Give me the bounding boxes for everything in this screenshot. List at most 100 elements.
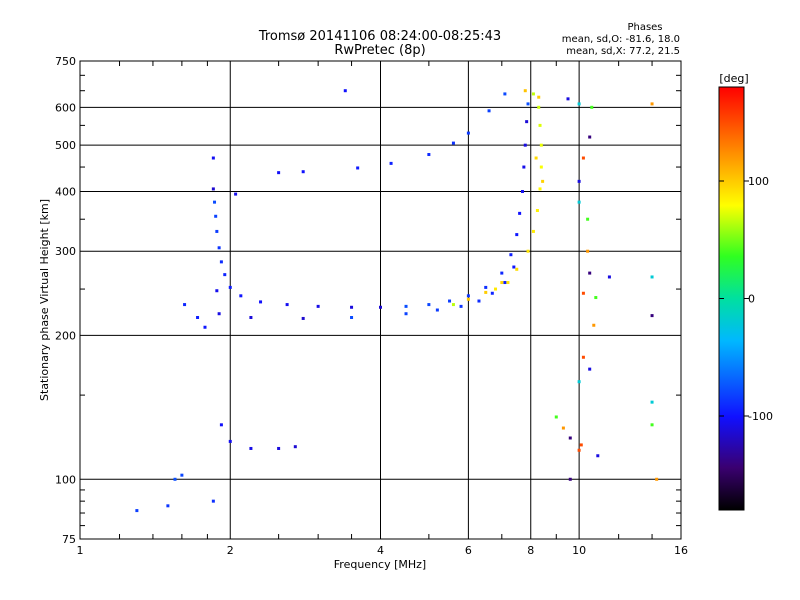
- echo-point: [538, 187, 542, 191]
- y-tick-label: 400: [55, 185, 76, 198]
- echo-point: [213, 200, 217, 204]
- echo-point: [539, 143, 543, 147]
- echo-point: [234, 192, 238, 196]
- echo-point: [586, 217, 590, 221]
- echo-point: [526, 102, 530, 106]
- plot-frame: [79, 60, 682, 540]
- echo-point: [581, 156, 585, 160]
- echo-point: [183, 303, 187, 307]
- echo-point: [301, 316, 305, 320]
- echo-point: [484, 285, 488, 289]
- echo-point: [607, 275, 611, 279]
- echo-point: [203, 325, 207, 329]
- echo-point: [590, 105, 594, 109]
- echo-point: [522, 165, 526, 169]
- echo-point: [219, 423, 223, 427]
- echo-point: [581, 291, 585, 295]
- echo-point: [343, 89, 347, 93]
- echo-point: [249, 315, 253, 319]
- echo-point: [214, 214, 218, 218]
- echo-point: [196, 315, 200, 319]
- echo-point: [509, 253, 513, 257]
- chart-subtitle: RwPretec (8p): [334, 43, 425, 58]
- y-tick-label: 500: [55, 139, 76, 152]
- echo-point: [477, 299, 481, 303]
- colorbar-tick-label: 100: [748, 175, 769, 188]
- echo-point: [350, 305, 354, 309]
- echo-point: [451, 303, 455, 307]
- x-tick-label: 2: [227, 544, 234, 557]
- y-tick-label: 300: [55, 245, 76, 258]
- echo-point: [239, 294, 243, 298]
- echo-point: [596, 454, 600, 458]
- echo-point: [535, 209, 539, 213]
- echo-point: [503, 281, 507, 285]
- echo-point: [219, 260, 223, 264]
- echo-point: [523, 143, 527, 147]
- x-axis-label: Frequency [MHz]: [334, 558, 426, 571]
- echo-point: [459, 304, 463, 308]
- echo-point: [503, 92, 507, 96]
- y-tick-label: 750: [55, 55, 76, 68]
- echo-point: [211, 156, 215, 160]
- echo-point: [592, 323, 596, 327]
- echo-point: [316, 304, 320, 308]
- echo-point: [650, 102, 654, 106]
- y-tick-label: 200: [55, 329, 76, 342]
- x-tick-label: 4: [377, 544, 384, 557]
- echo-point: [494, 287, 498, 291]
- echo-point: [577, 380, 581, 384]
- x-tick-label: 16: [674, 544, 688, 557]
- x-tick-label: 1: [77, 544, 84, 557]
- echo-point: [448, 299, 452, 303]
- echo-point: [577, 200, 581, 204]
- echo-points: [135, 89, 659, 513]
- echo-point: [568, 477, 572, 481]
- y-tick-label: 600: [55, 101, 76, 114]
- echo-point: [588, 271, 592, 275]
- echo-point: [588, 367, 592, 371]
- x-tick-label: 6: [465, 544, 472, 557]
- chart-title: Tromsø 20141106 08:24:00-08:25:43: [258, 29, 501, 44]
- echo-point: [539, 165, 543, 169]
- echo-point: [538, 123, 542, 127]
- echo-point: [579, 443, 583, 447]
- x-tick-label: 10: [572, 544, 586, 557]
- echo-point: [581, 355, 585, 359]
- echo-point: [515, 233, 519, 237]
- echo-point: [537, 95, 541, 99]
- echo-point: [350, 315, 354, 319]
- echo-point: [594, 296, 598, 300]
- echo-point: [166, 504, 170, 508]
- minor-ticks: [80, 61, 681, 539]
- y-tick-label: 75: [62, 533, 76, 546]
- echo-point: [518, 211, 522, 215]
- y-tick-labels: 75 100 200 300 400 500 600 750: [55, 55, 76, 546]
- echo-point: [554, 415, 558, 419]
- echo-point: [531, 229, 535, 233]
- echo-point: [293, 445, 297, 449]
- echo-point: [223, 273, 227, 277]
- echo-point: [525, 120, 529, 124]
- echo-point: [404, 312, 408, 316]
- echo-point: [577, 448, 581, 452]
- echo-point: [173, 477, 177, 481]
- echo-point: [211, 187, 215, 191]
- echo-point: [217, 312, 221, 316]
- echo-point: [180, 473, 184, 477]
- echo-point: [215, 289, 219, 293]
- grid-lines: [80, 61, 681, 539]
- echo-point: [500, 271, 504, 275]
- echo-point: [588, 135, 592, 139]
- echo-point: [427, 153, 431, 157]
- echo-point: [249, 446, 253, 450]
- echo-point: [215, 229, 219, 233]
- echo-point: [211, 499, 215, 503]
- echo-point: [285, 303, 289, 307]
- echo-point: [650, 275, 654, 279]
- echo-point: [506, 281, 510, 285]
- echo-point: [523, 89, 527, 93]
- echo-point: [531, 92, 535, 96]
- echo-point: [537, 105, 541, 109]
